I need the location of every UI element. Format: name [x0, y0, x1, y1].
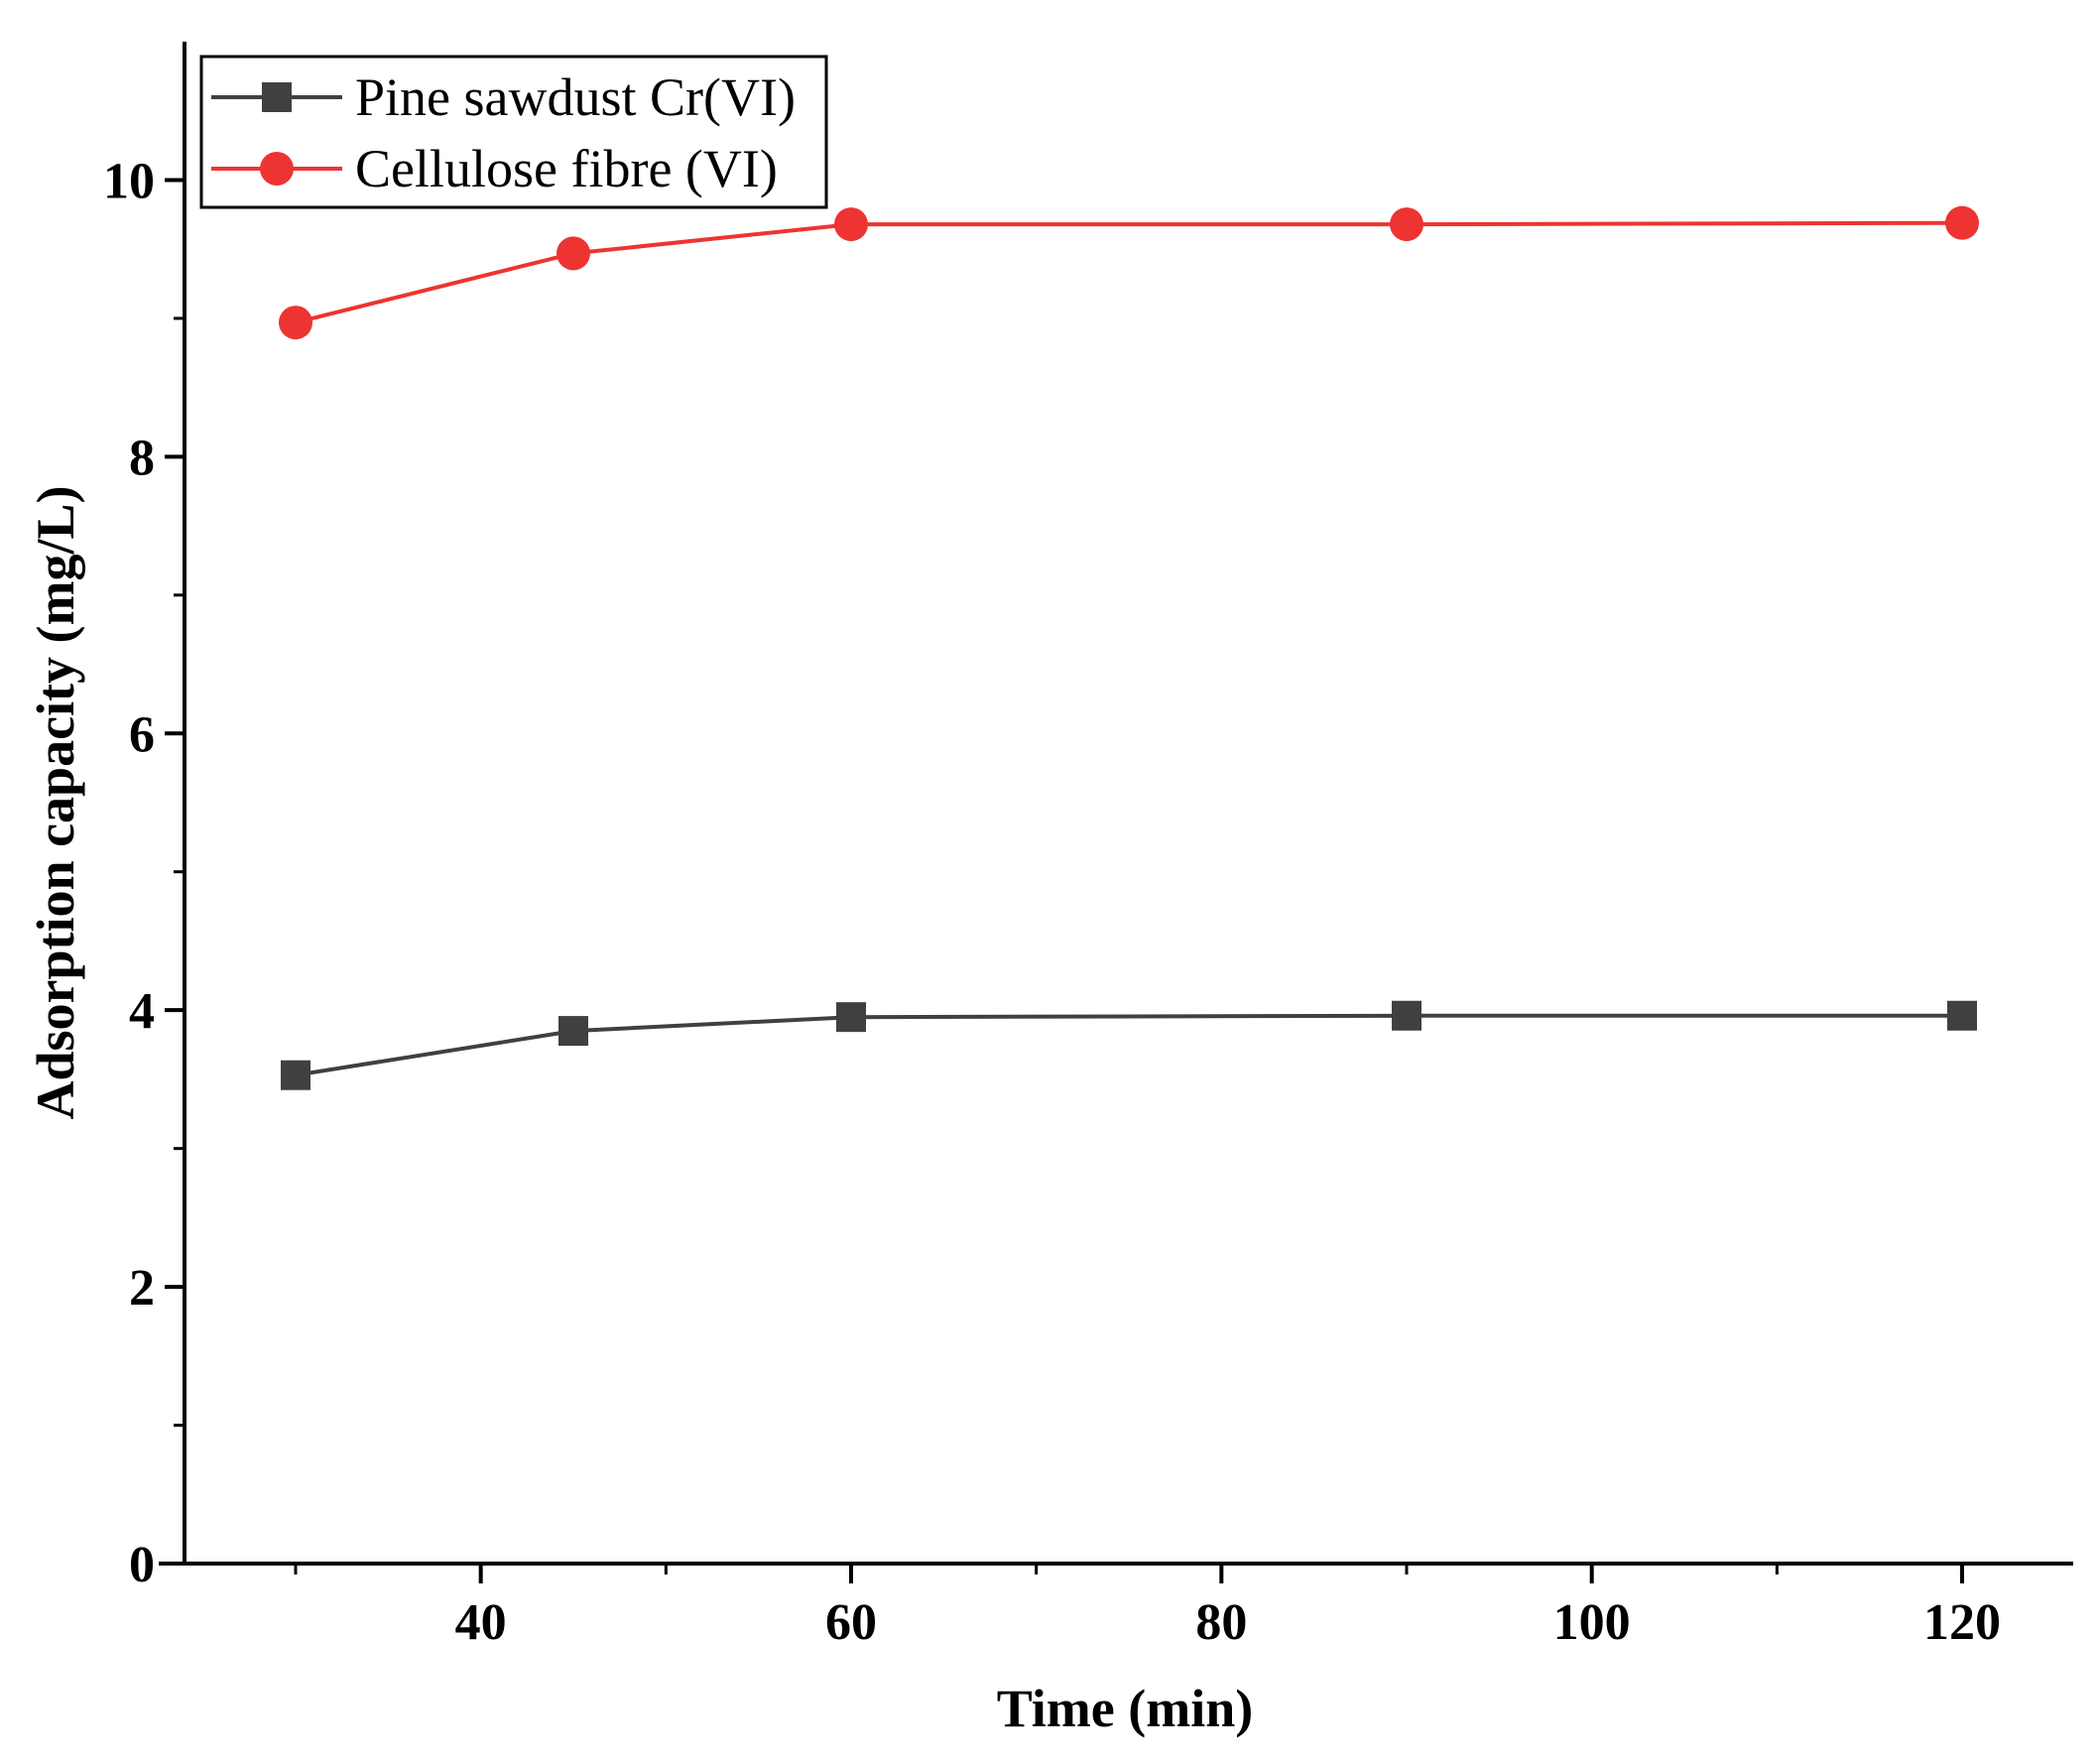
- y-tick-label: 10: [103, 153, 155, 209]
- data-point: [281, 1060, 310, 1090]
- data-point: [1945, 205, 1979, 240]
- data-point: [558, 1016, 588, 1047]
- legend-marker-pine: [262, 82, 292, 112]
- series-1: [279, 205, 1979, 340]
- x-tick-label: 40: [455, 1594, 507, 1651]
- data-point: [834, 207, 868, 242]
- x-tick-label: 60: [825, 1594, 877, 1651]
- series-line: [295, 1013, 1962, 1077]
- data-point: [1392, 1000, 1421, 1031]
- ticks: 0 2 4 6 8 10 40 60 80 100 120: [103, 153, 2001, 1651]
- x-tick-label: 100: [1553, 1594, 1631, 1651]
- legend-marker-cellulose: [260, 152, 294, 186]
- legend-label-cellulose: Cellulose fibre (VI): [355, 139, 778, 198]
- data-point: [1947, 1000, 1977, 1031]
- legend: Pine sawdust Cr(VI) Cellulose fibre (VI): [199, 55, 828, 209]
- y-tick-label: 4: [129, 983, 155, 1040]
- data-point: [836, 1002, 866, 1033]
- legend-label-pine: Pine sawdust Cr(VI): [355, 67, 796, 127]
- x-axis-title: Time (min): [997, 1679, 1253, 1738]
- axes: [159, 42, 2073, 1566]
- data-point: [1390, 207, 1423, 242]
- y-tick-label: 2: [129, 1260, 155, 1317]
- series-line: [295, 220, 1963, 325]
- data-point: [279, 306, 312, 340]
- x-tick-label: 80: [1195, 1594, 1247, 1651]
- y-axis-title: Adsorption capacity (mg/L): [26, 486, 85, 1120]
- y-tick-label: 8: [129, 430, 155, 486]
- series-0: [281, 1000, 1977, 1090]
- series: [279, 205, 1979, 1090]
- y-tick-label: 6: [129, 706, 155, 763]
- legend-box: [199, 55, 828, 209]
- data-point: [556, 236, 590, 271]
- y-tick-label: 0: [129, 1537, 155, 1593]
- x-tick-label: 120: [1923, 1594, 2001, 1651]
